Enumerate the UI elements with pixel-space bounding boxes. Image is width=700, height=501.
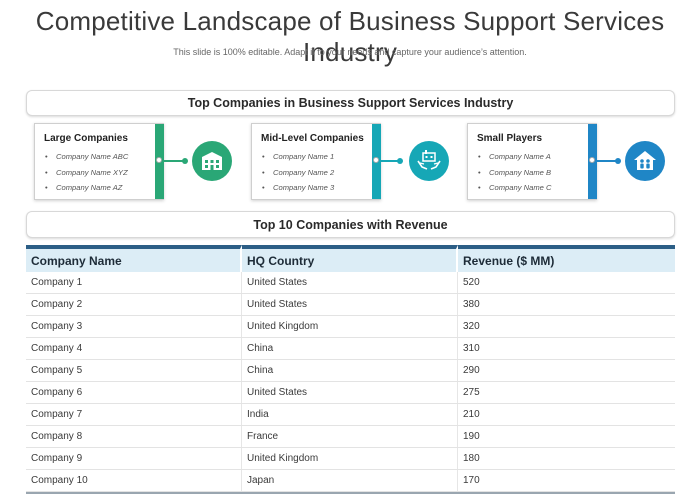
cell-country: United States — [242, 294, 458, 315]
cell-country: United States — [242, 382, 458, 403]
cell-country: China — [242, 360, 458, 381]
cell-revenue: 275 — [463, 387, 480, 398]
cell-company: Company 5 — [26, 360, 242, 381]
cell-revenue: 210 — [463, 409, 480, 420]
cell-revenue: 310 — [463, 343, 480, 354]
cell-company: Company 8 — [26, 426, 242, 447]
cell-country: China — [242, 338, 458, 359]
column-header-company: Company Name — [26, 245, 242, 272]
cell-company: Company 3 — [26, 316, 242, 337]
large-companies-card: Large Companies Company Name ABC Company… — [34, 123, 164, 200]
table-row: Company 1 United States 520 — [26, 272, 675, 294]
cell-company: Company 10 — [26, 470, 242, 491]
slide-title: Competitive Landscape of Business Suppor… — [35, 6, 665, 67]
house-with-people-icon — [625, 141, 665, 181]
list-item: Company Name ABC — [44, 149, 156, 165]
table-row: Company 8 France 190 — [26, 426, 675, 448]
table-header-row: Company Name HQ Country Revenue ($ MM) — [26, 245, 675, 272]
table-row: Company 7 India 210 — [26, 404, 675, 426]
list-item: Company Name 2 — [261, 165, 373, 181]
table-row: Company 6 United States 275 — [26, 382, 675, 404]
card-title: Small Players — [477, 133, 543, 144]
table-row: Company 4 China 310 — [26, 338, 675, 360]
cell-country: France — [242, 426, 458, 447]
table-row: Company 10 Japan 170 — [26, 470, 675, 492]
table-bottom-rule — [26, 492, 675, 494]
column-header-revenue: Revenue ($ MM) — [458, 245, 675, 272]
cell-revenue: 520 — [463, 277, 480, 288]
cell-company: Company 7 — [26, 404, 242, 425]
table-row: Company 3 United Kingdom 320 — [26, 316, 675, 338]
table-row: Company 2 United States 380 — [26, 294, 675, 316]
cell-revenue: 320 — [463, 321, 480, 332]
cell-country: United Kingdom — [242, 448, 458, 469]
revenue-table-heading: Top 10 Companies with Revenue — [26, 211, 675, 238]
list-item: Company Name C — [477, 180, 589, 196]
connector-line — [381, 158, 403, 164]
list-item: Company Name 1 — [261, 149, 373, 165]
table-row: Company 9 United Kingdom 180 — [26, 448, 675, 470]
connector-dot — [373, 157, 379, 163]
column-header-country: HQ Country — [242, 245, 458, 272]
cell-company: Company 9 — [26, 448, 242, 469]
cell-country: United States — [242, 272, 458, 293]
cell-revenue: 380 — [463, 299, 480, 310]
list-item: Company Name 3 — [261, 180, 373, 196]
list-item: Company Name XYZ — [44, 165, 156, 181]
cell-revenue: 190 — [463, 431, 480, 442]
cell-company: Company 2 — [26, 294, 242, 315]
cell-revenue: 170 — [463, 475, 480, 486]
connector-line — [164, 158, 188, 164]
cell-revenue: 180 — [463, 453, 480, 464]
cell-country: India — [242, 404, 458, 425]
card-list: Company Name ABC Company Name XYZ Compan… — [44, 149, 156, 196]
cell-revenue: 290 — [463, 365, 480, 376]
card-title: Mid-Level Companies — [261, 133, 364, 144]
list-item: Company Name B — [477, 165, 589, 181]
card-title: Large Companies — [44, 133, 128, 144]
cell-company: Company 6 — [26, 382, 242, 403]
table-row: Company 5 China 290 — [26, 360, 675, 382]
list-item: Company Name A — [477, 149, 589, 165]
cell-country: Japan — [242, 470, 458, 491]
revenue-table: Company Name HQ Country Revenue ($ MM) C… — [26, 245, 675, 494]
connector-dot — [589, 157, 595, 163]
factory-in-hands-icon — [409, 141, 449, 181]
connector-line — [597, 158, 621, 164]
slide-subtitle: This slide is 100% editable. Adapt it to… — [173, 47, 527, 57]
cell-company: Company 4 — [26, 338, 242, 359]
list-item: Company Name AZ — [44, 180, 156, 196]
small-players-card: Small Players Company Name A Company Nam… — [467, 123, 597, 200]
building-icon — [192, 141, 232, 181]
mid-level-companies-card: Mid-Level Companies Company Name 1 Compa… — [251, 123, 381, 200]
connector-dot — [156, 157, 162, 163]
cell-company: Company 1 — [26, 272, 242, 293]
card-list: Company Name 1 Company Name 2 Company Na… — [261, 149, 373, 196]
card-list: Company Name A Company Name B Company Na… — [477, 149, 589, 196]
top-companies-heading: Top Companies in Business Support Servic… — [26, 90, 675, 116]
cell-country: United Kingdom — [242, 316, 458, 337]
